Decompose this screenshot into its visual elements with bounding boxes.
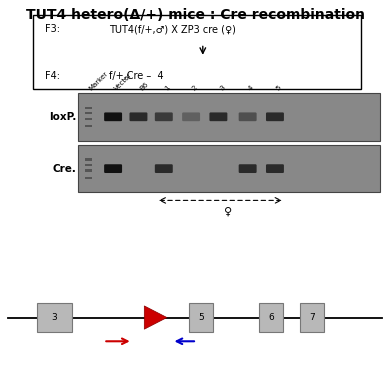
- Bar: [85, 107, 92, 109]
- Text: F4:: F4:: [45, 71, 60, 81]
- Text: 5: 5: [198, 313, 204, 322]
- FancyBboxPatch shape: [37, 303, 73, 332]
- Text: 1: 1: [164, 84, 171, 91]
- Text: 4: 4: [248, 84, 255, 91]
- Bar: [78, 145, 380, 192]
- FancyBboxPatch shape: [33, 15, 361, 89]
- Bar: [85, 158, 92, 161]
- FancyBboxPatch shape: [189, 303, 213, 332]
- Text: loxP.: loxP.: [49, 112, 76, 122]
- Bar: [85, 169, 92, 172]
- Text: 7: 7: [309, 313, 315, 322]
- Polygon shape: [144, 306, 167, 329]
- FancyBboxPatch shape: [104, 112, 122, 121]
- FancyBboxPatch shape: [266, 164, 284, 173]
- Text: Vector: Vector: [113, 71, 133, 91]
- FancyBboxPatch shape: [129, 112, 147, 121]
- FancyBboxPatch shape: [266, 112, 284, 121]
- Text: Marker: Marker: [88, 70, 109, 91]
- FancyBboxPatch shape: [259, 303, 283, 332]
- Text: 3: 3: [218, 84, 226, 91]
- Text: F3:: F3:: [45, 24, 60, 34]
- FancyBboxPatch shape: [182, 112, 200, 121]
- FancyBboxPatch shape: [155, 112, 173, 121]
- Text: 6: 6: [268, 313, 274, 322]
- Text: ♀: ♀: [224, 207, 232, 217]
- Text: Cre.: Cre.: [52, 164, 76, 174]
- Text: f/+,Cre –  4: f/+,Cre – 4: [109, 71, 164, 81]
- FancyBboxPatch shape: [239, 164, 257, 173]
- Text: 3: 3: [52, 313, 57, 322]
- Text: B6: B6: [138, 80, 149, 91]
- Bar: [78, 93, 380, 141]
- Bar: [85, 164, 92, 166]
- Bar: [85, 118, 92, 120]
- Text: 5: 5: [275, 84, 282, 91]
- FancyBboxPatch shape: [155, 164, 173, 173]
- Text: 2: 2: [191, 84, 199, 91]
- Text: TUT4(f/+,♂) X ZP3 cre (♀): TUT4(f/+,♂) X ZP3 cre (♀): [109, 24, 236, 34]
- FancyBboxPatch shape: [239, 112, 257, 121]
- Text: TUT4 hetero(Δ/+) mice : Cre recombination: TUT4 hetero(Δ/+) mice : Cre recombinatio…: [25, 8, 365, 22]
- FancyBboxPatch shape: [209, 112, 227, 121]
- Bar: [85, 125, 92, 127]
- FancyBboxPatch shape: [300, 303, 324, 332]
- FancyBboxPatch shape: [104, 164, 122, 173]
- Bar: [85, 177, 92, 179]
- Bar: [85, 112, 92, 114]
